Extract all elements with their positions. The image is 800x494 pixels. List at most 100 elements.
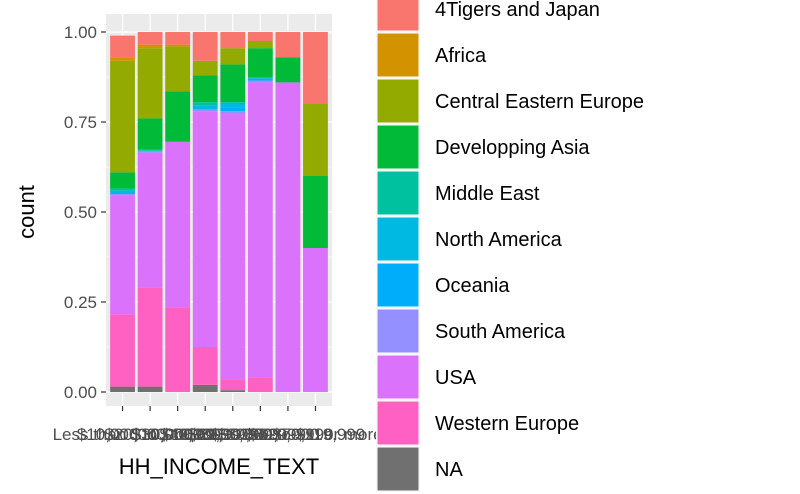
legend-swatch bbox=[376, 0, 420, 32]
y-tick-label: 0.25 bbox=[64, 293, 97, 312]
bar-segment bbox=[275, 57, 301, 83]
legend-label: USA bbox=[435, 367, 477, 389]
y-tick-label: 0.50 bbox=[64, 203, 97, 222]
bar-segment bbox=[137, 48, 163, 119]
x-tick-label: $20,000 to $29,999 bbox=[104, 425, 251, 444]
bar-segment bbox=[247, 80, 273, 83]
bar-segment bbox=[165, 32, 191, 45]
bar-segment bbox=[192, 347, 218, 385]
legend-label: Middle East bbox=[435, 183, 540, 205]
x-axis-title: HH_INCOME_TEXT bbox=[119, 454, 319, 479]
legend-label: Developping Asia bbox=[435, 137, 590, 159]
bar-segment bbox=[110, 194, 135, 196]
bar-segment bbox=[137, 149, 163, 151]
bar-segment bbox=[247, 77, 273, 79]
legend-swatch bbox=[376, 400, 420, 446]
bar-segment bbox=[165, 307, 191, 392]
bar-segment bbox=[247, 78, 273, 81]
bar-segment bbox=[247, 48, 273, 77]
legend-swatch bbox=[376, 32, 420, 78]
y-tick-label: 0.75 bbox=[64, 113, 97, 132]
bar-segment bbox=[220, 390, 246, 392]
bar-segment bbox=[247, 377, 273, 392]
legend-label: Africa bbox=[435, 45, 487, 67]
legend-swatch bbox=[376, 308, 420, 354]
bar-segment bbox=[110, 188, 135, 191]
bar-segment bbox=[247, 32, 273, 41]
legend-label: North America bbox=[435, 229, 563, 251]
bar-segment bbox=[165, 46, 191, 92]
legend-swatch bbox=[376, 354, 420, 400]
bar-segment bbox=[220, 32, 246, 49]
bar-segment bbox=[137, 152, 163, 288]
bar-segment bbox=[110, 386, 135, 392]
bar-segment bbox=[110, 57, 135, 61]
bar-segment bbox=[247, 41, 273, 49]
x-tick-label: $40,000 to $59,999 bbox=[160, 425, 307, 444]
bar-segment bbox=[275, 32, 301, 58]
bar-segment bbox=[165, 141, 191, 308]
bar-segment bbox=[303, 104, 328, 176]
bar-segment bbox=[137, 44, 163, 49]
bar-segment bbox=[192, 75, 218, 103]
legend-label: Central Eastern Europe bbox=[435, 91, 644, 113]
bar-segment bbox=[192, 111, 218, 347]
bar-segment bbox=[303, 248, 328, 392]
legend-swatch bbox=[376, 216, 420, 262]
bar-segment bbox=[110, 172, 135, 189]
legend-label: South America bbox=[435, 321, 566, 343]
bar-segment bbox=[110, 35, 135, 58]
legend: 4Tigers and Japan Africa Central Eastern E… bbox=[376, 0, 644, 492]
bar-segment bbox=[192, 32, 218, 61]
bar-segment bbox=[220, 107, 246, 112]
bar-segment bbox=[137, 118, 163, 149]
x-tick-label: $30,000 to $39,999 bbox=[132, 425, 279, 444]
x-tick-label: $60,000 to $79,999 bbox=[187, 425, 334, 444]
y-axis: 0.00 0.25 0.50 0.75 1.00 bbox=[64, 23, 106, 402]
legend-label: 4Tigers and Japan bbox=[435, 0, 600, 21]
bar-segment bbox=[275, 82, 301, 393]
legend-swatch bbox=[376, 78, 420, 124]
bar-segment bbox=[220, 111, 246, 113]
bar-segment bbox=[110, 60, 135, 173]
bar-segment bbox=[220, 48, 246, 65]
bar-segment bbox=[137, 32, 163, 45]
x-tick-label: $120,000 or more bbox=[248, 425, 382, 444]
x-tick-label: $80,000 to $119,999 bbox=[211, 425, 366, 444]
bar-segment bbox=[192, 102, 218, 106]
bar-segment bbox=[303, 176, 328, 248]
bar-segment bbox=[220, 113, 246, 380]
bar-segment bbox=[220, 102, 246, 104]
bar-segment bbox=[220, 64, 246, 103]
bar-segment bbox=[137, 150, 163, 153]
bar-segment bbox=[303, 32, 328, 104]
bar-segment bbox=[192, 109, 218, 112]
x-tick-label: Less than $10,000 bbox=[53, 425, 193, 444]
bar-segment bbox=[192, 105, 218, 110]
legend-swatch bbox=[376, 262, 420, 308]
bar-segment bbox=[247, 82, 273, 378]
legend-label: Oceania bbox=[435, 275, 510, 297]
y-axis-title: count bbox=[14, 185, 39, 239]
x-tick-label: $10,000 to $19,999 bbox=[77, 425, 224, 444]
bar-segment bbox=[110, 195, 135, 315]
legend-swatch bbox=[376, 124, 420, 170]
bar-segment bbox=[165, 91, 191, 142]
legend-label: NA bbox=[435, 459, 463, 481]
bar-segment bbox=[110, 314, 135, 387]
bar-segment bbox=[137, 287, 163, 387]
bar-segment bbox=[220, 379, 246, 391]
bar-segment bbox=[165, 44, 191, 47]
legend-swatch bbox=[376, 170, 420, 216]
x-axis: Less than $10,000$10,000 to $19,999$20,0… bbox=[53, 406, 383, 444]
bar-segment bbox=[192, 60, 218, 76]
bar-segment bbox=[220, 104, 246, 108]
bar-segment bbox=[137, 386, 163, 392]
bar-segment bbox=[192, 384, 218, 392]
bar-segment bbox=[110, 190, 135, 194]
legend-label: Western Europe bbox=[435, 413, 579, 435]
bars bbox=[110, 32, 328, 393]
y-tick-label: 0.00 bbox=[64, 383, 97, 402]
y-tick-label: 1.00 bbox=[64, 23, 97, 42]
